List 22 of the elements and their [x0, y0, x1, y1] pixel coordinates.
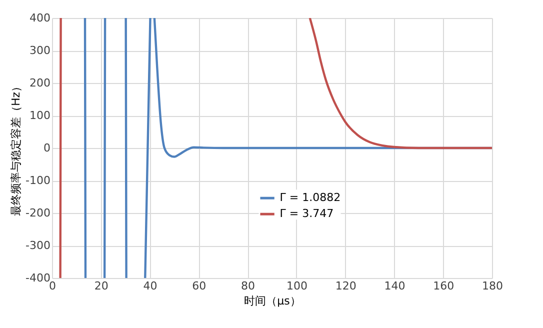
y-tick-label: 0 [44, 142, 50, 154]
x-tick-label: 160 [433, 280, 454, 292]
y-tick-label: 300 [30, 44, 50, 57]
x-axis-title: 时间（μs） [244, 294, 301, 308]
y-axis-title: 最终频率与稳定容差（Hz） [10, 80, 23, 216]
legend-label: Γ = 1.0882 [280, 191, 341, 204]
y-tick-label: -300 [26, 239, 50, 252]
y-tick-label: 400 [30, 12, 50, 24]
x-tick-label: 140 [384, 280, 406, 292]
y-tick-label: -400 [26, 272, 50, 284]
x-tick-label: 20 [94, 280, 108, 292]
x-tick-label: 40 [143, 280, 158, 292]
x-tick-label: 180 [482, 280, 503, 292]
y-tick-label: -100 [26, 174, 50, 187]
y-tick-label: 200 [30, 76, 50, 90]
y-tick-label: -200 [26, 206, 50, 220]
x-tick-label: 120 [335, 280, 356, 292]
legend-label: Γ = 3.747 [280, 207, 334, 220]
x-tick-label: 60 [192, 280, 206, 292]
x-tick-label: 80 [241, 280, 256, 292]
y-tick-label: 100 [30, 109, 50, 122]
x-tick-label: 100 [286, 280, 308, 292]
